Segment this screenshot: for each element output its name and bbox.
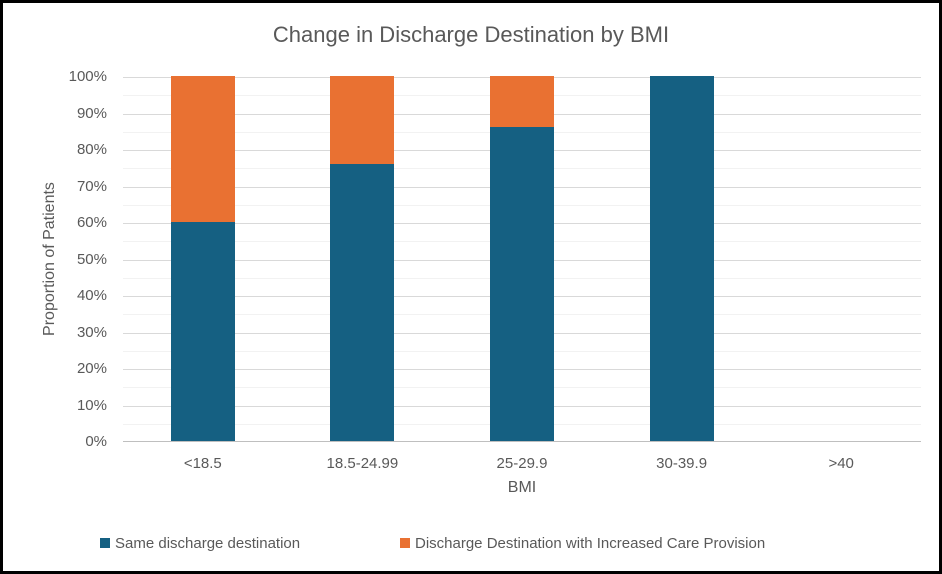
bar-segment: [490, 76, 554, 128]
y-axis-tick-labels: 0% 10% 20% 30% 40% 50% 60% 70% 80% 90% 100%: [3, 69, 107, 450]
plot-area: [123, 76, 921, 442]
y-tick-label: 70%: [76, 177, 107, 195]
bar-segment: [330, 163, 395, 441]
legend: Same discharge destination Discharge Dest…: [3, 534, 939, 554]
y-tick-label: 30%: [76, 323, 107, 341]
legend-label: Discharge Destination with Increased Car…: [415, 534, 766, 552]
legend-label: Same discharge destination: [115, 534, 301, 552]
x-tick-label: 18.5-24.99: [326, 455, 399, 472]
legend-swatch-icon: [400, 538, 410, 548]
legend-swatch-icon: [100, 538, 110, 548]
x-axis-title: BMI: [507, 479, 537, 496]
bar-segment: [490, 127, 554, 441]
y-tick-label: 100%: [68, 68, 107, 85]
x-tick-label: >40: [828, 455, 854, 472]
bar-segment: [330, 76, 395, 164]
bar-segment: [649, 76, 714, 441]
legend-item: Discharge Destination with Increased Car…: [400, 534, 765, 552]
x-tick-label: <18.5: [183, 455, 222, 472]
x-tick-label: 30-39.9: [656, 455, 708, 472]
y-tick-label: 90%: [76, 104, 107, 122]
bar-segment: [170, 76, 235, 222]
bar-segment: [170, 222, 235, 441]
y-tick-label: 20%: [76, 360, 107, 377]
y-tick-label: 80%: [76, 141, 107, 158]
y-tick-label: 40%: [76, 287, 107, 304]
y-tick-label: 0%: [85, 433, 107, 450]
y-tick-label: 10%: [76, 396, 107, 414]
chart-title: Change in Discharge Destination by BMI: [272, 22, 670, 47]
x-axis-tick-labels: <18.5 18.5-24.99 25-29.9 30-39.9 >40: [123, 455, 921, 475]
y-tick-label: 50%: [76, 250, 107, 268]
legend-item: Same discharge destination: [100, 534, 300, 552]
x-tick-label: 25-29.9: [496, 455, 548, 472]
y-tick-label: 60%: [76, 214, 107, 231]
